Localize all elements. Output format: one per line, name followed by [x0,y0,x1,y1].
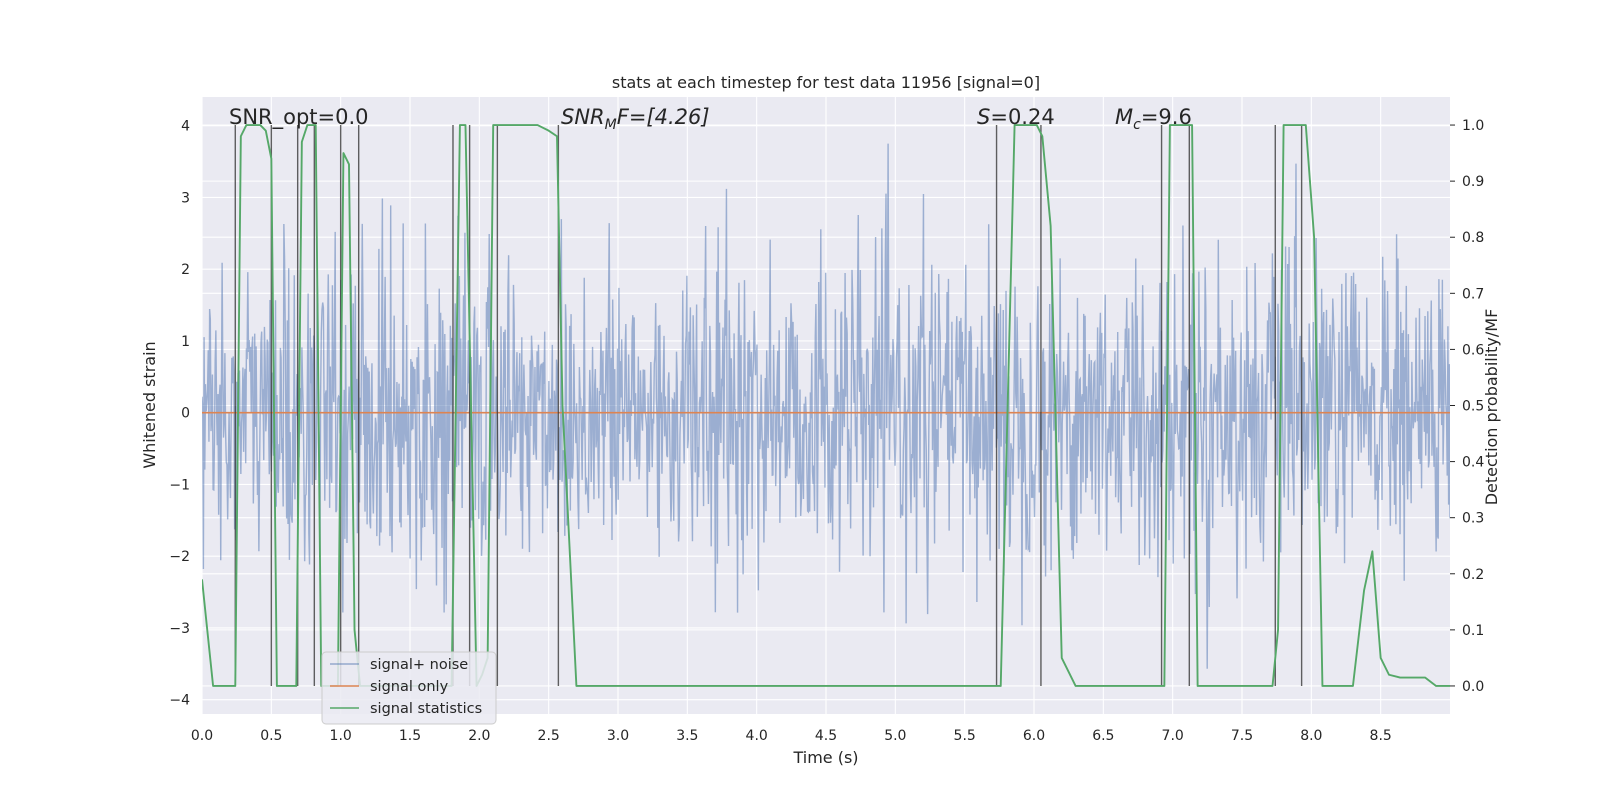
y-tick-label-right: 0.3 [1462,511,1484,527]
x-tick-label: 1.5 [399,728,421,744]
y-tick-label-right: 0.2 [1462,567,1484,583]
series-signal-statistics [202,124,1450,687]
mc-sub: c [1133,117,1141,133]
y-tick-label-left: −1 [169,477,190,493]
x-tick-label: 0.0 [191,728,213,744]
x-axis-label: Time (s) [792,748,858,767]
s-prefix: S [977,105,990,129]
y-tick-label-left: 1 [181,334,190,350]
x-tick-label: 0.5 [260,728,282,744]
y-tick-label-right: 0.8 [1462,230,1484,246]
legend: signal+ noise signal only signal statist… [321,651,497,725]
x-tick-label: 6.5 [1092,728,1114,744]
y-tick-label-left: 0 [181,406,190,422]
legend-label-signal-noise: signal+ noise [370,657,468,673]
y-tick-label-left: 2 [181,262,190,278]
x-tick-label: 2.5 [538,728,560,744]
chart-title: stats at each timestep for test data 119… [612,73,1040,92]
mc-suffix: =9.6 [1141,105,1192,129]
y-tick-label-left: −2 [169,549,190,565]
y-axis-label-left: Whitened strain [140,341,159,468]
annotation-snr-mf: SNRMF=[4.26] [561,105,710,133]
y-tick-label-right: 0.7 [1462,286,1484,302]
x-tick-label: 3.0 [607,728,629,744]
x-tick-label: 5.0 [884,728,906,744]
x-tick-label: 3.5 [676,728,698,744]
y-tick-label-right: 0.5 [1462,399,1484,415]
y-tick-label-right: 0.6 [1462,342,1484,358]
x-tick-label: 8.0 [1300,728,1322,744]
snr-mf-sub: M [605,117,617,133]
y-tick-label-left: −4 [169,693,190,709]
y-tick-label-right: 1.0 [1462,118,1484,134]
annotation-snr-opt: SNR_opt=0.0 [229,105,369,130]
x-tick-label: 4.0 [746,728,768,744]
x-tick-label: 7.0 [1162,728,1184,744]
y-tick-label-right: 0.0 [1462,679,1484,695]
annotation-s: S=0.24 [977,105,1055,129]
y-tick-label-left: 4 [181,119,190,135]
series-layer [202,124,1450,687]
y-tick-label-right: 0.9 [1462,174,1484,190]
x-tick-label: 1.0 [330,728,352,744]
annotation-mc: Mc=9.6 [1115,105,1192,133]
x-tick-label: 4.5 [815,728,837,744]
x-tick-label: 2.0 [468,728,490,744]
x-tick-label: 5.5 [954,728,976,744]
legend-label-signal-only: signal only [370,679,449,695]
y-tick-label-right: 0.4 [1462,455,1484,471]
y-axis-label-right: Detection probability/MF [1482,309,1501,506]
y-tick-label-right: 0.1 [1462,623,1484,639]
y-tick-label-left: −3 [169,621,190,637]
s-suffix: =0.24 [990,105,1054,129]
tick-labels: 0.0 0.5 1.0 1.5 2.0 2.5 3.0 3.5 4.0 4.5 5.0 5.5 6.0 6… [169,118,1484,744]
snr-mf-prefix: SNR [561,105,605,129]
snr-mf-suffix: F=[4.26] [617,105,710,129]
legend-label-signal-statistics: signal statistics [370,701,482,717]
legend-box [321,651,497,725]
mc-prefix: M [1115,105,1133,129]
y-tick-label-left: 3 [181,190,190,206]
x-tick-label: 7.5 [1231,728,1253,744]
x-tick-label: 8.5 [1370,728,1392,744]
series-signal-noise [202,143,1450,669]
x-tick-label: 6.0 [1023,728,1045,744]
